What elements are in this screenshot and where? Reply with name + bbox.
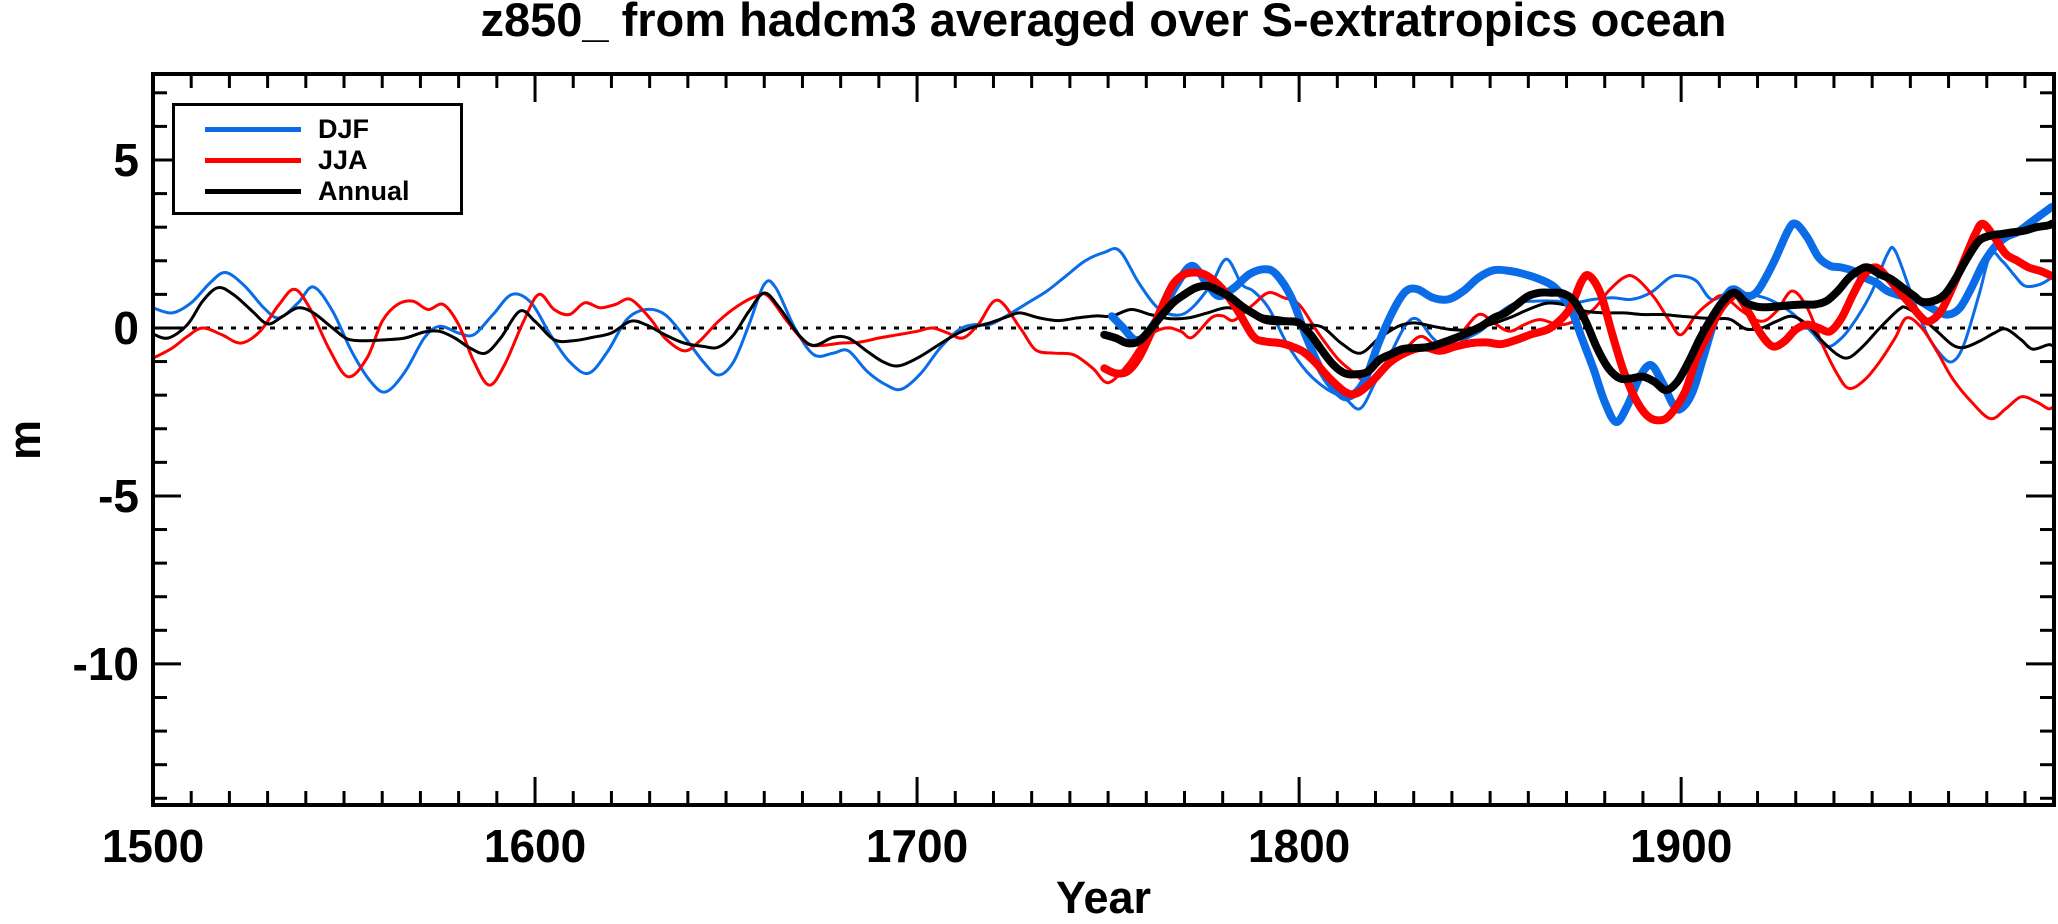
y-tick-label: -10: [73, 638, 139, 690]
x-axis-label: Year: [1055, 872, 1152, 923]
x-tick-label: 1600: [484, 820, 586, 872]
jja-line-swatch: [205, 158, 301, 163]
plot-frame: [151, 72, 2056, 807]
x-tick-label: 1900: [1630, 820, 1732, 872]
x-tick-label: 1700: [866, 820, 968, 872]
legend-entry-djf: DJF: [175, 114, 460, 145]
y-tick-label: 5: [113, 134, 139, 186]
legend-label-annual: Annual: [318, 176, 410, 206]
x-tick-label: 1800: [1248, 820, 1350, 872]
y-axis-label: m: [0, 420, 50, 461]
x-tick-label: 1500: [102, 820, 204, 872]
legend-label-jja: JJA: [318, 145, 368, 175]
chart-title: z850_ from hadcm3 averaged over S-extrat…: [480, 0, 1727, 46]
legend: DJF JJA Annual: [172, 103, 463, 215]
annual-line-swatch: [205, 189, 301, 194]
legend-entry-jja: JJA: [175, 145, 460, 176]
series-curve-annual-thick-smoothed-from-1750-: [1100, 219, 2054, 395]
y-tick-label: 0: [113, 302, 139, 354]
series-curve-jja-thick-smoothed-from-1750-: [1100, 219, 2054, 425]
legend-entry-annual: Annual: [175, 176, 460, 207]
djf-line-swatch: [205, 127, 301, 132]
y-tick-label: -5: [98, 470, 139, 522]
legend-label-djf: DJF: [318, 114, 370, 144]
